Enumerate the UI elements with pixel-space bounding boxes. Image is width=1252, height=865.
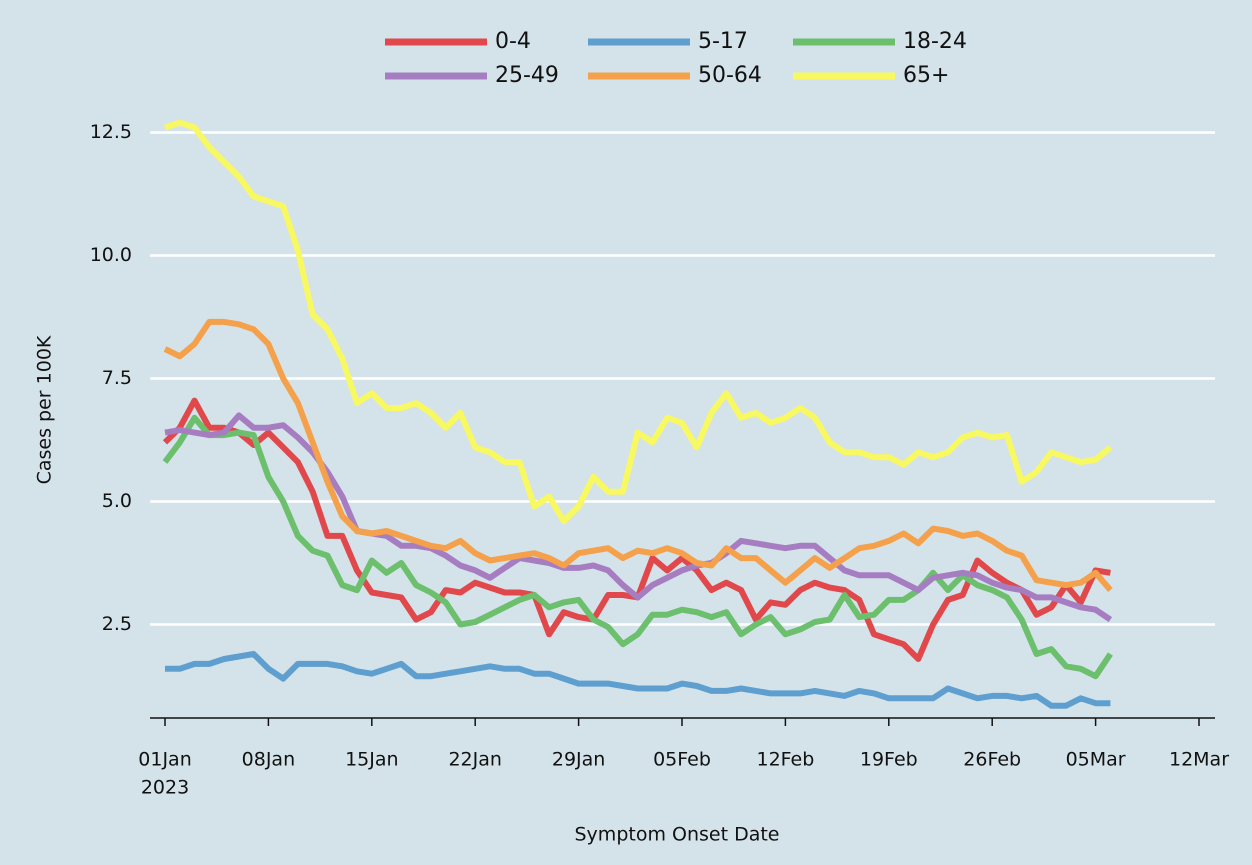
y-tick-label: 12.5	[90, 121, 132, 143]
x-tick-label: 26Feb	[963, 749, 1021, 771]
legend-label: 5-17	[698, 29, 748, 54]
series-line	[164, 119, 1113, 525]
x-tick-label: 15Jan	[345, 749, 398, 771]
x-tick-label: 05Feb	[653, 749, 711, 771]
x-tick-label: 29Jan	[552, 749, 605, 771]
y-tick-label: 2.5	[102, 613, 132, 635]
legend-label: 65+	[903, 63, 949, 88]
x-tick-label: 12Mar	[1169, 749, 1229, 771]
series-line	[165, 651, 1111, 709]
series-line	[163, 318, 1113, 593]
legend-label: 18-24	[903, 29, 967, 54]
y-tick-label: 5.0	[102, 490, 132, 512]
y-axis-label: Cases per 100K	[34, 335, 56, 484]
legend-label: 25-49	[495, 63, 559, 88]
x-tick-label: 22Jan	[448, 749, 501, 771]
x-tick-label: 01Jan	[138, 749, 191, 771]
y-tick-label: 10.0	[90, 244, 132, 266]
x-tick-label: 08Jan	[242, 749, 295, 771]
x-tick-label: 12Feb	[756, 749, 814, 771]
x-tick-label: 19Feb	[860, 749, 918, 771]
legend-label: 0-4	[495, 29, 531, 54]
x-axis-label: Symptom Onset Date	[575, 824, 780, 846]
y-tick-label: 7.5	[102, 367, 132, 389]
legend-label: 50-64	[698, 63, 762, 88]
x-year-label: 2023	[141, 777, 189, 799]
x-tick-label: 05Mar	[1066, 749, 1126, 771]
series-line	[162, 414, 1113, 680]
